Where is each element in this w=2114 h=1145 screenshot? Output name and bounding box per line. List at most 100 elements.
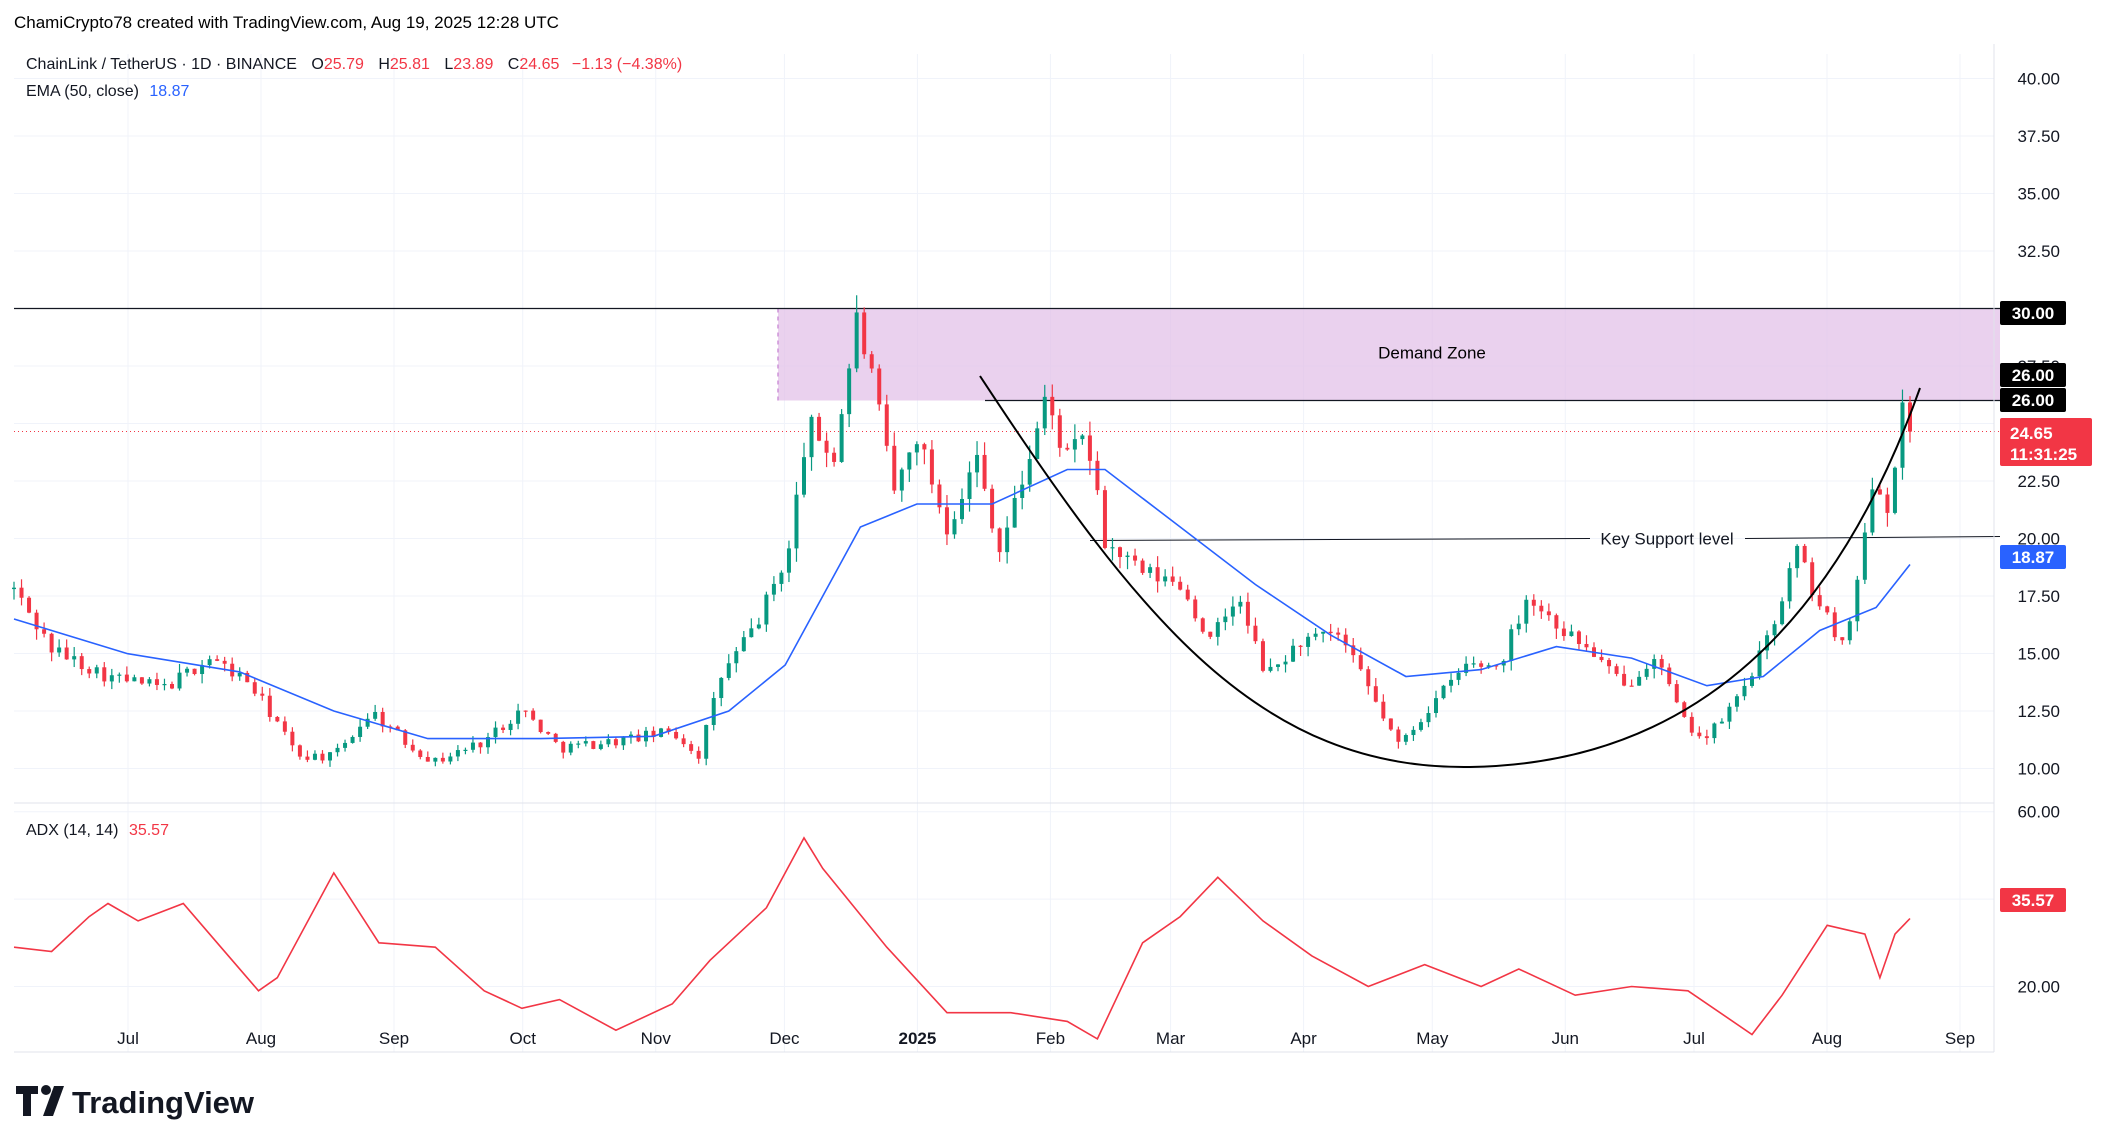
candle — [1283, 655, 1288, 673]
candle — [1087, 421, 1092, 475]
candle — [267, 688, 272, 722]
price-tick-label: 15.00 — [2017, 645, 2060, 664]
candle — [1366, 666, 1371, 695]
candle — [741, 630, 746, 652]
candle — [960, 488, 964, 524]
candle — [523, 710, 528, 718]
candle — [1855, 575, 1860, 632]
candle — [1471, 656, 1476, 668]
time-tick-label: 2025 — [899, 1029, 937, 1048]
candle — [779, 570, 784, 592]
svg-text:26.00: 26.00 — [2012, 366, 2055, 385]
candle — [230, 657, 235, 682]
candle — [1170, 566, 1175, 586]
candle — [1035, 421, 1040, 460]
candle — [1298, 644, 1303, 656]
candle — [952, 511, 957, 539]
candle — [501, 724, 506, 734]
candle — [478, 742, 483, 754]
time-axis[interactable]: Jul Aug Sep Oct Nov Dec 2025 Feb Mar Apr May Jun Jul… — [117, 1029, 1975, 1048]
tag-last-price: 24.65 11:31:25 — [2000, 418, 2092, 466]
credit-text: ChamiCrypto78 created with TradingView.c… — [14, 13, 559, 32]
candle — [1614, 663, 1619, 677]
candle — [49, 632, 54, 662]
key-support-line-left[interactable] — [1089, 538, 1591, 541]
svg-text:35.57: 35.57 — [2012, 891, 2055, 910]
key-support-label: Key Support level — [1600, 530, 1733, 549]
legend-adx[interactable]: ADX (14, 14) 35.57 — [26, 822, 169, 839]
svg-text:18.87: 18.87 — [2012, 548, 2055, 567]
candle — [1343, 628, 1348, 653]
candle — [1449, 673, 1454, 693]
candle — [576, 740, 581, 749]
candle — [681, 734, 686, 748]
candle — [282, 716, 287, 736]
adx-line — [13, 836, 1911, 1041]
candle — [1012, 485, 1017, 528]
legend-ema[interactable]: EMA (50, close) 18.87 — [26, 83, 190, 100]
candle — [42, 622, 47, 638]
candle — [139, 677, 144, 685]
key-support-line-right[interactable] — [1744, 536, 2001, 539]
svg-text:26.00: 26.00 — [2012, 391, 2055, 410]
candle — [297, 744, 302, 760]
candle — [899, 467, 904, 502]
tradingview-logo[interactable]: TradingView — [16, 1085, 255, 1120]
candle — [380, 707, 385, 733]
demand-zone-box[interactable] — [778, 308, 2000, 401]
candle — [1193, 595, 1198, 622]
candle — [1110, 538, 1115, 561]
price-tick-label: 20.00 — [2017, 530, 2060, 549]
legend-symbol: ChainLink / TetherUS · 1D · BINANCE — [26, 56, 297, 73]
time-tick-label: Sep — [379, 1029, 409, 1048]
candle — [440, 752, 445, 764]
time-tick-label: Oct — [509, 1029, 536, 1048]
candle — [613, 737, 618, 749]
candle — [719, 677, 724, 707]
candle — [1148, 563, 1153, 579]
candle — [1245, 592, 1250, 634]
price-axis[interactable]: 10.0012.5015.0017.5020.0022.5025.0027.50… — [2017, 70, 2060, 779]
candle — [1546, 603, 1551, 621]
candle — [1125, 551, 1130, 570]
demand-zone-label: Demand Zone — [1378, 344, 1486, 363]
candle — [937, 479, 942, 514]
candle — [448, 752, 453, 765]
candle — [1396, 726, 1401, 749]
time-tick-label: Jul — [117, 1029, 139, 1048]
tag-26-top: 26.00 — [2000, 363, 2066, 387]
candle — [185, 666, 190, 677]
candle — [1885, 487, 1890, 527]
candle — [493, 721, 498, 744]
candle — [1501, 659, 1506, 673]
brand-name: TradingView — [72, 1085, 255, 1120]
cup-curve-drawing[interactable] — [979, 375, 1921, 769]
candle — [1637, 671, 1642, 686]
svg-text:11:31:25: 11:31:25 — [2010, 445, 2077, 464]
candle — [1321, 631, 1326, 643]
candle — [1569, 624, 1574, 637]
candle — [862, 307, 867, 359]
candle — [1584, 635, 1589, 652]
candle — [192, 668, 197, 676]
candle — [1118, 546, 1122, 569]
candle — [696, 746, 701, 764]
candle — [538, 719, 543, 734]
candle — [1539, 600, 1544, 619]
candle — [1892, 466, 1897, 515]
candle — [1780, 597, 1785, 626]
candle — [990, 484, 995, 533]
candle — [794, 481, 799, 562]
legend-ohlc[interactable]: ChainLink / TetherUS · 1D · BINANCE O25.… — [26, 56, 682, 73]
candle — [561, 740, 566, 759]
candle — [1178, 576, 1183, 591]
candle — [1757, 641, 1762, 680]
time-tick-label: May — [1416, 1029, 1449, 1048]
candle — [1825, 605, 1830, 615]
candle — [425, 751, 430, 762]
candle — [786, 540, 791, 583]
candle — [1155, 556, 1160, 593]
candle — [1434, 690, 1438, 718]
candle — [328, 751, 332, 767]
candle — [1163, 569, 1168, 587]
